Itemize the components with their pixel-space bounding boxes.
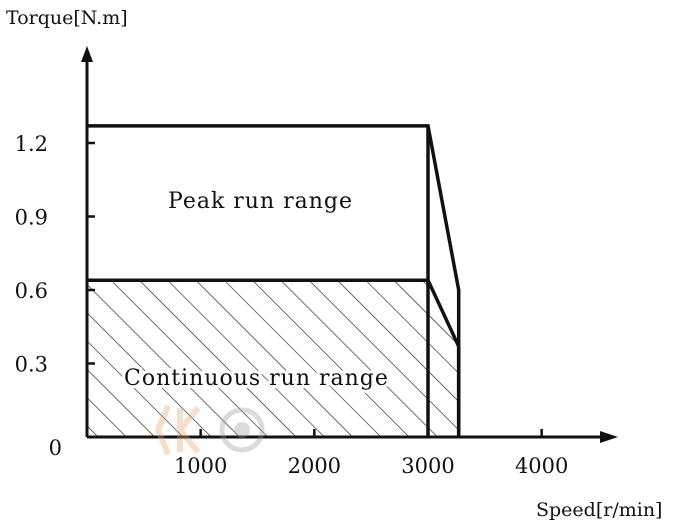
x-axis-label: Speed[r/min]	[536, 499, 662, 521]
y-axis-label: Torque[N.m]	[6, 7, 128, 29]
continuous-range-label: Continuous run range	[124, 366, 389, 391]
y-tick-label: 0.3	[15, 353, 48, 377]
y-tick-label: 0	[49, 436, 62, 460]
watermark-logo	[154, 404, 265, 456]
peak-range-label: Peak run range	[168, 189, 353, 214]
y-tick-label: 0.9	[15, 206, 48, 230]
continuous-range-boundary	[87, 278, 461, 437]
y-tick-label: 0.6	[15, 279, 48, 303]
x-tick-label: 2000	[288, 454, 341, 478]
continuous-region-hatch	[87, 280, 459, 437]
x-tick-label: 1000	[174, 454, 227, 478]
y-tick-label: 1.2	[15, 132, 48, 156]
x-tick-label: 4000	[515, 454, 568, 478]
x-tick-label: 3000	[401, 454, 454, 478]
y-axis-arrow	[81, 46, 93, 62]
x-axis-arrow	[600, 431, 618, 443]
